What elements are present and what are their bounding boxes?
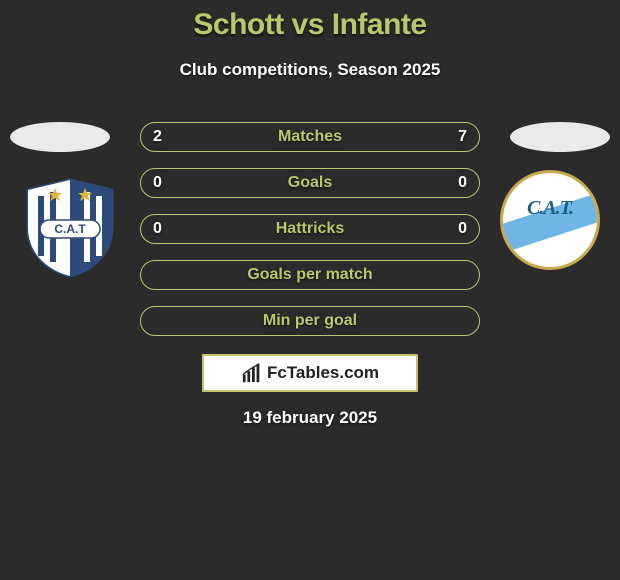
svg-text:C.A.T: C.A.T (54, 222, 86, 236)
stat-left-value: 0 (153, 220, 162, 238)
team-right-initials: C.A.T. (503, 197, 597, 220)
stat-row-goals: 0 Goals 0 (140, 168, 480, 198)
brand-link[interactable]: FcTables.com (202, 354, 418, 392)
player-left-avatar (10, 122, 110, 152)
stat-label: Hattricks (141, 220, 479, 238)
stat-right-value: 0 (458, 220, 467, 238)
comparison-card: Schott vs Infante Club competitions, Sea… (0, 0, 620, 580)
stats-table: 2 Matches 7 0 Goals 0 0 Hattricks 0 Goal… (140, 122, 480, 352)
stat-row-matches: 2 Matches 7 (140, 122, 480, 152)
stat-row-hattricks: 0 Hattricks 0 (140, 214, 480, 244)
page-title: Schott vs Infante (0, 0, 620, 42)
team-right-badge: C.A.T. (500, 170, 600, 270)
stat-row-goals-per-match: Goals per match (140, 260, 480, 290)
stat-label: Goals per match (141, 266, 479, 284)
stat-label: Min per goal (141, 312, 479, 330)
stat-left-value: 2 (153, 128, 162, 146)
stat-row-min-per-goal: Min per goal (140, 306, 480, 336)
brand-label: FcTables.com (267, 363, 379, 383)
stat-right-value: 0 (458, 174, 467, 192)
shield-icon: C.A.T (20, 178, 120, 278)
stat-right-value: 7 (458, 128, 467, 146)
subtitle: Club competitions, Season 2025 (0, 60, 620, 80)
stat-label: Goals (141, 174, 479, 192)
team-left-badge: C.A.T (20, 178, 120, 278)
bar-chart-icon (241, 362, 263, 384)
stat-label: Matches (141, 128, 479, 146)
player-right-avatar (510, 122, 610, 152)
date-label: 19 february 2025 (0, 408, 620, 428)
stat-left-value: 0 (153, 174, 162, 192)
circle-badge-icon: C.A.T. (500, 170, 600, 270)
